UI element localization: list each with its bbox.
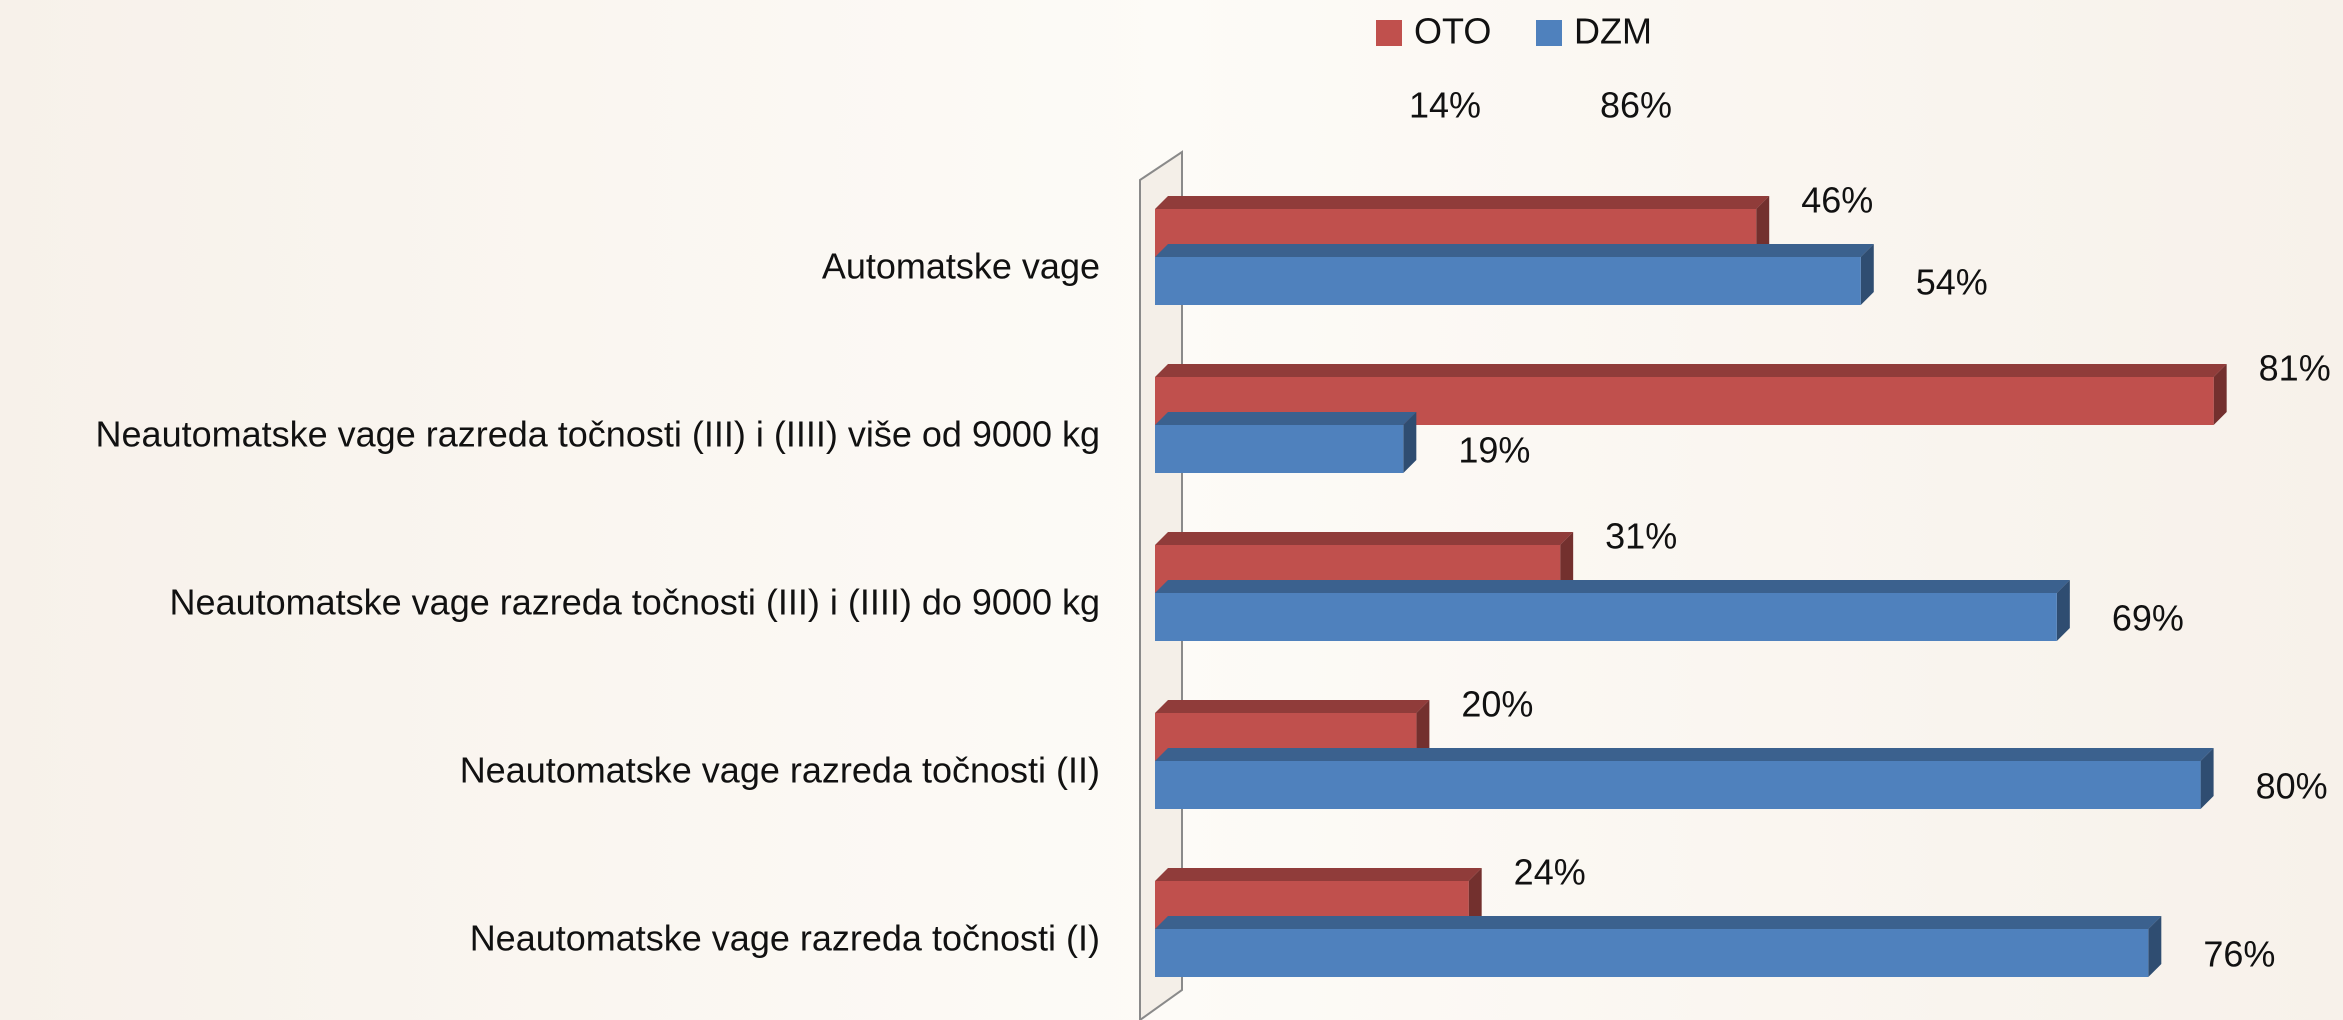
- bar: [1155, 929, 2149, 977]
- bar-top: [1155, 532, 1574, 545]
- series-total: 86%: [1600, 85, 1672, 126]
- value-label: 54%: [1916, 262, 1988, 303]
- bar-side: [2213, 364, 2227, 425]
- value-label: 46%: [1801, 180, 1873, 221]
- bar-top: [1155, 196, 1770, 209]
- category-label: Automatske vage: [822, 246, 1100, 287]
- value-label: 80%: [2256, 766, 2328, 807]
- category-label: Neautomatske vage razreda točnosti (II): [460, 750, 1100, 791]
- legend-swatch: [1376, 20, 1402, 46]
- value-label: 31%: [1605, 516, 1677, 557]
- value-label: 24%: [1514, 852, 1586, 893]
- bar-side: [1560, 532, 1574, 593]
- bar-top: [1155, 412, 1417, 425]
- bar-top: [1155, 364, 2227, 377]
- bar-side: [2148, 916, 2162, 977]
- bar-top: [1155, 580, 2070, 593]
- bar-side: [1468, 868, 1482, 929]
- value-label: 76%: [2203, 934, 2275, 975]
- bar-side: [2056, 580, 2070, 641]
- category-label: Neautomatske vage razreda točnosti (III)…: [96, 414, 1100, 455]
- value-label: 19%: [1458, 430, 1530, 471]
- category-label: Neautomatske vage razreda točnosti (III)…: [170, 582, 1100, 623]
- bar-top: [1155, 700, 1430, 713]
- bar: [1155, 425, 1404, 473]
- bar-side: [1403, 412, 1417, 473]
- series-total: 14%: [1409, 85, 1481, 126]
- bar-top: [1155, 916, 2162, 929]
- bar-side: [1756, 196, 1770, 257]
- legend-swatch: [1536, 20, 1562, 46]
- bar: [1155, 593, 2057, 641]
- bar-side: [2200, 748, 2214, 809]
- bar: [1155, 761, 2201, 809]
- legend-label: DZM: [1574, 11, 1652, 52]
- value-label: 81%: [2259, 348, 2331, 389]
- plot-area: OTO 14% DZM 86% Automatske vage 46% 54% Neautom…: [96, 11, 2331, 977]
- bar-side: [1416, 700, 1430, 761]
- value-label: 20%: [1461, 684, 1533, 725]
- bar-top: [1155, 748, 2214, 761]
- bar-side: [1860, 244, 1874, 305]
- legend-label: OTO: [1414, 11, 1491, 52]
- bar-top: [1155, 868, 1482, 881]
- category-label: Neautomatske vage razreda točnosti (I): [470, 918, 1100, 959]
- value-label: 69%: [2112, 598, 2184, 639]
- bar: [1155, 257, 1861, 305]
- bar-top: [1155, 244, 1874, 257]
